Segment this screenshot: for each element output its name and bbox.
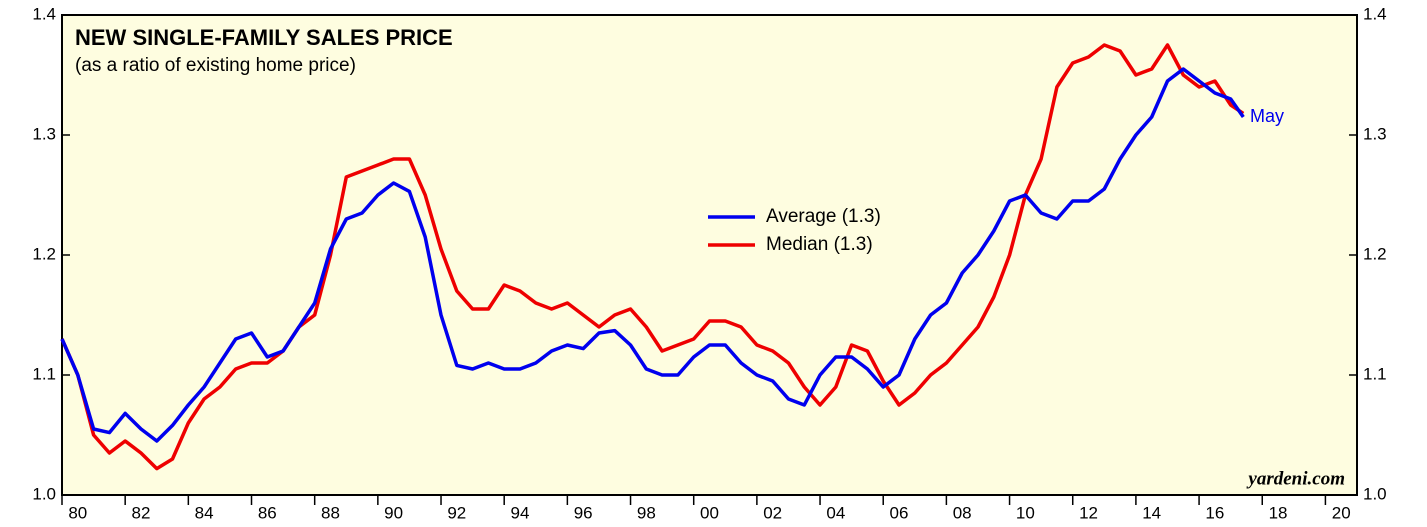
x-tick-label: 06 [890, 503, 909, 522]
y2-tick-label: 1.3 [1363, 124, 1387, 143]
y-tick-label: 1.4 [32, 4, 56, 23]
x-tick-label: 18 [1269, 503, 1288, 522]
legend-label: Average (1.3) [766, 206, 881, 227]
annotation: May [1250, 106, 1284, 126]
x-tick-label: 12 [1079, 503, 1098, 522]
y2-tick-label: 1.1 [1363, 364, 1387, 383]
x-tick-label: 02 [763, 503, 782, 522]
x-tick-label: 98 [637, 503, 656, 522]
x-tick-label: 00 [700, 503, 719, 522]
x-tick-label: 90 [384, 503, 403, 522]
line-series [60, 43, 1245, 471]
x-tick-label: 16 [1205, 503, 1224, 522]
y-tick-label: 1.0 [32, 484, 56, 503]
y2-tick-label: 1.2 [1363, 244, 1387, 263]
x-tick-label: 84 [195, 503, 214, 522]
y2-tick-label: 1.0 [1363, 484, 1387, 503]
x-tick-label: 80 [68, 503, 87, 522]
x-tick-label: 10 [1016, 503, 1035, 522]
legend-label: Median (1.3) [766, 234, 873, 255]
x-tick-label: 96 [574, 503, 593, 522]
x-tick-label: 86 [258, 503, 277, 522]
x-tick-label: 04 [826, 503, 845, 522]
x-tick-label: 20 [1332, 503, 1351, 522]
plot-area [61, 14, 1358, 496]
x-tick-label: 92 [447, 503, 466, 522]
y2-tick-label: 1.4 [1363, 4, 1387, 23]
source: yardeni.com [1246, 468, 1345, 489]
chart-subtitle: (as a ratio of existing home price) [75, 55, 356, 76]
line-series [60, 67, 1245, 443]
x-tick-label: 88 [321, 503, 340, 522]
chart-title: NEW SINGLE-FAMILY SALES PRICE [75, 25, 453, 50]
y-tick-label: 1.1 [32, 364, 56, 383]
x-tick-label: 08 [953, 503, 972, 522]
x-tick-label: 14 [1142, 503, 1161, 522]
y-tick-label: 1.3 [32, 124, 56, 143]
y-tick-label: 1.2 [32, 244, 56, 263]
x-tick-label: 82 [132, 503, 151, 522]
x-tick-label: 94 [511, 503, 530, 522]
